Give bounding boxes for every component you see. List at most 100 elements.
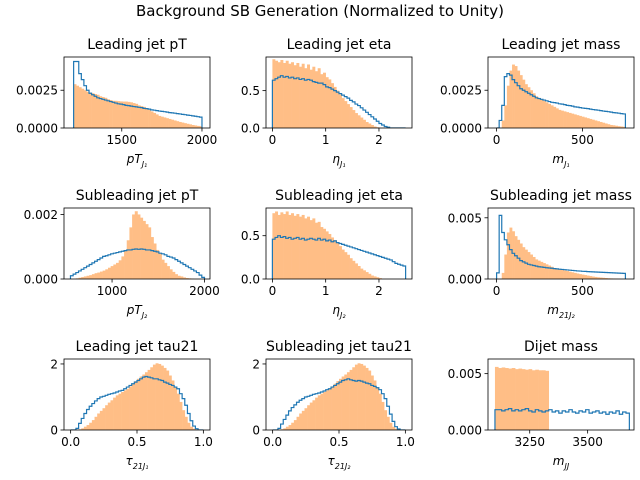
hist-bar: [109, 100, 113, 128]
hist-bar: [163, 367, 167, 430]
hist-bar: [517, 239, 521, 279]
hist-bar: [285, 211, 289, 279]
hist-bar: [320, 74, 324, 128]
hist-bar: [160, 365, 164, 430]
x-tick-label: 3250: [514, 435, 545, 449]
hist-bar: [96, 94, 100, 128]
hist-bar: [535, 369, 539, 430]
hist-bar: [333, 86, 337, 128]
hist-bar: [376, 277, 380, 279]
hist-bar: [558, 269, 562, 279]
chart-panel: 1500 2000 0.0000 0.0025 Leading jet pT pTJ₁: [16, 37, 217, 169]
hist-bar: [307, 216, 310, 279]
hist-bar: [81, 277, 85, 279]
hist-bar: [323, 392, 327, 430]
hist-bar: [150, 367, 154, 430]
hist-bar: [191, 124, 195, 128]
hist-bar: [315, 222, 318, 279]
hist-bar: [117, 101, 121, 128]
x-tick-label: 2000: [187, 133, 218, 147]
x-tick-label: 500: [571, 133, 594, 147]
hist-bar: [99, 96, 103, 128]
x-axis-label: ηJ₁: [332, 152, 345, 169]
hist-bar: [148, 109, 151, 128]
hist-bar: [166, 118, 169, 128]
hist-bar: [349, 369, 353, 430]
hist-bar: [508, 368, 513, 430]
hist-bar: [597, 121, 600, 128]
hist-bar: [515, 369, 519, 430]
hist-bar: [604, 123, 608, 128]
hist-bar: [357, 115, 361, 128]
plot-area: [272, 363, 406, 430]
hist-bar: [283, 62, 287, 128]
hist-bar: [521, 369, 526, 430]
x-tick-label: 0: [269, 284, 277, 298]
hist-bar: [545, 370, 550, 430]
x-tick-label: 1: [322, 133, 330, 147]
hist-bar: [301, 410, 305, 430]
panel-title: Leading jet eta: [287, 37, 392, 53]
hist-bar: [131, 383, 135, 430]
hist-bar: [317, 221, 321, 279]
hist-bar: [537, 260, 541, 279]
hist-bar: [325, 390, 329, 430]
hist-bar: [531, 370, 536, 430]
hist-bar: [591, 119, 595, 128]
hist-bar: [561, 269, 564, 279]
hist-bar: [381, 401, 385, 430]
hist-bar: [524, 249, 528, 279]
hist-bar: [501, 120, 505, 128]
hist-bar: [312, 400, 316, 430]
hist-bar: [285, 426, 289, 430]
hist-bar: [123, 390, 127, 430]
hist-bar: [304, 68, 308, 128]
hist-bar: [545, 102, 549, 128]
step-series-line: [271, 75, 406, 128]
hist-bar: [519, 243, 523, 279]
hist-bar: [622, 126, 626, 128]
hist-bar: [184, 416, 188, 430]
hist-bar: [325, 231, 329, 279]
hist-bar: [139, 376, 143, 430]
hist-bar: [304, 218, 308, 279]
hist-bar: [112, 100, 115, 128]
hist-bar: [174, 387, 178, 430]
hist-bar: [532, 256, 536, 279]
hist-bar: [291, 422, 295, 430]
x-tick-label: 2000: [189, 284, 220, 298]
hist-bar: [315, 71, 318, 128]
panel-title: Leading jet tau21: [76, 339, 199, 355]
hist-bar: [272, 59, 276, 128]
chart-panel: 0.0 0.5 1.0 0 2 Leading jet tau21 τ21J₁: [50, 339, 213, 471]
hist-bar: [166, 370, 170, 430]
hist-bar: [293, 420, 297, 430]
axes-frame: [265, 56, 413, 129]
plot-area: [69, 211, 206, 279]
hist-bar: [571, 272, 575, 279]
hist-bar: [172, 271, 176, 279]
hist-bar: [553, 267, 557, 279]
hist-bar: [307, 64, 310, 128]
hist-bar: [299, 66, 302, 128]
hist-bar: [550, 105, 554, 128]
hist-bar: [568, 271, 572, 279]
hist-bar: [607, 124, 611, 128]
step-series-line: [496, 73, 627, 128]
hist-bar: [341, 98, 345, 128]
hist-bar: [115, 395, 119, 430]
hist-bar: [341, 376, 345, 430]
hist-bar: [323, 228, 326, 279]
hist-bar: [153, 112, 157, 128]
hist-bar: [532, 93, 536, 128]
hist-bar: [178, 121, 182, 128]
hist-bar: [126, 240, 130, 279]
y-tick-label: 0.0: [241, 273, 260, 287]
hist-bar: [171, 119, 175, 128]
hist-bar: [320, 227, 324, 279]
plot-area: [495, 214, 627, 279]
hist-bar: [594, 120, 598, 128]
hist-bar: [373, 380, 377, 430]
hist-bar: [357, 363, 361, 430]
hist-bar: [152, 364, 156, 430]
